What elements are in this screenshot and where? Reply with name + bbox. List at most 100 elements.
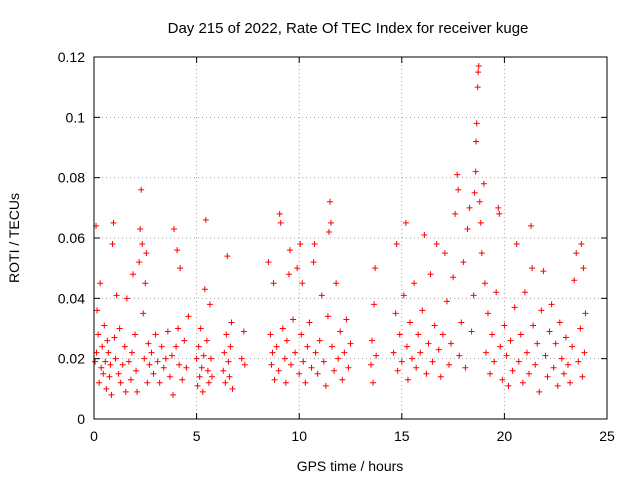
data-point <box>482 349 489 356</box>
data-point <box>104 337 111 344</box>
data-point <box>141 355 148 362</box>
data-point <box>441 250 448 257</box>
data-point <box>396 331 403 338</box>
data-point <box>472 168 479 175</box>
data-point <box>462 364 469 371</box>
data-point <box>423 370 430 377</box>
data-point <box>138 186 145 193</box>
data-point <box>273 343 280 350</box>
data-point <box>283 337 290 344</box>
data-point <box>136 259 143 266</box>
data-point <box>241 361 248 368</box>
data-point <box>478 250 485 257</box>
data-point <box>117 379 124 386</box>
data-point <box>437 373 444 380</box>
data-point <box>127 376 134 383</box>
data-point <box>183 364 190 371</box>
data-point <box>240 328 247 335</box>
data-point <box>329 343 336 350</box>
data-point <box>546 328 553 335</box>
data-point <box>476 198 483 205</box>
data-point <box>497 343 504 350</box>
data-point <box>421 231 428 238</box>
x-tick-label: 25 <box>599 428 615 444</box>
data-point <box>174 247 181 254</box>
data-point <box>526 370 533 377</box>
data-point <box>204 367 211 374</box>
data-point <box>276 210 283 217</box>
data-point <box>112 355 119 362</box>
data-point <box>195 343 202 350</box>
data-point <box>270 280 277 287</box>
data-point <box>411 280 418 287</box>
data-point <box>271 376 278 383</box>
data-point <box>123 295 130 302</box>
data-point <box>515 358 522 365</box>
data-point <box>519 379 526 386</box>
data-point <box>106 373 113 380</box>
data-point <box>122 388 129 395</box>
data-point <box>140 310 147 317</box>
data-point <box>573 250 580 257</box>
data-point <box>227 343 234 350</box>
data-point <box>154 358 161 365</box>
x-tick-label: 15 <box>394 428 410 444</box>
data-point <box>517 331 524 338</box>
data-point <box>200 352 207 359</box>
data-point <box>203 337 210 344</box>
data-point <box>450 274 457 281</box>
data-point <box>121 343 128 350</box>
data-point <box>493 289 500 296</box>
data-point <box>269 349 276 356</box>
data-point <box>489 331 496 338</box>
data-point <box>560 370 567 377</box>
data-point <box>404 376 411 383</box>
data-point <box>152 331 159 338</box>
data-point <box>439 331 446 338</box>
data-point <box>402 219 409 226</box>
data-point <box>308 364 315 371</box>
data-point <box>119 361 126 368</box>
x-tick-label: 20 <box>497 428 513 444</box>
data-point <box>581 349 588 356</box>
data-point <box>536 388 543 395</box>
data-point <box>394 367 401 374</box>
data-point <box>95 331 102 338</box>
data-point <box>199 388 206 395</box>
data-point <box>466 204 473 211</box>
data-point <box>331 367 338 374</box>
data-point <box>281 355 288 362</box>
grid-lines <box>94 57 607 419</box>
data-point <box>509 367 516 374</box>
data-point <box>501 322 508 329</box>
data-point <box>198 364 205 371</box>
y-tick-label: 0.02 <box>58 351 85 367</box>
data-point <box>548 301 555 308</box>
data-point <box>390 349 397 356</box>
data-point <box>185 313 192 320</box>
x-axis-label: GPS time / hours <box>297 458 404 474</box>
data-point <box>171 225 178 232</box>
y-tick-label: 0.12 <box>58 49 85 65</box>
data-point <box>333 280 340 287</box>
data-point <box>452 210 459 217</box>
data-point <box>471 189 478 196</box>
data-point <box>306 319 313 326</box>
data-point <box>275 367 282 374</box>
data-point <box>419 307 426 314</box>
data-point <box>582 310 589 317</box>
data-point <box>417 349 424 356</box>
data-point <box>148 349 155 356</box>
y-tick-label: 0 <box>77 411 85 427</box>
data-point <box>128 349 135 356</box>
data-point <box>565 361 572 368</box>
data-point <box>310 259 317 266</box>
data-point <box>201 286 208 293</box>
data-point <box>268 361 275 368</box>
data-point <box>473 120 480 127</box>
data-point <box>207 355 214 362</box>
data-point <box>158 343 165 350</box>
data-point <box>578 241 585 248</box>
data-point <box>285 271 292 278</box>
